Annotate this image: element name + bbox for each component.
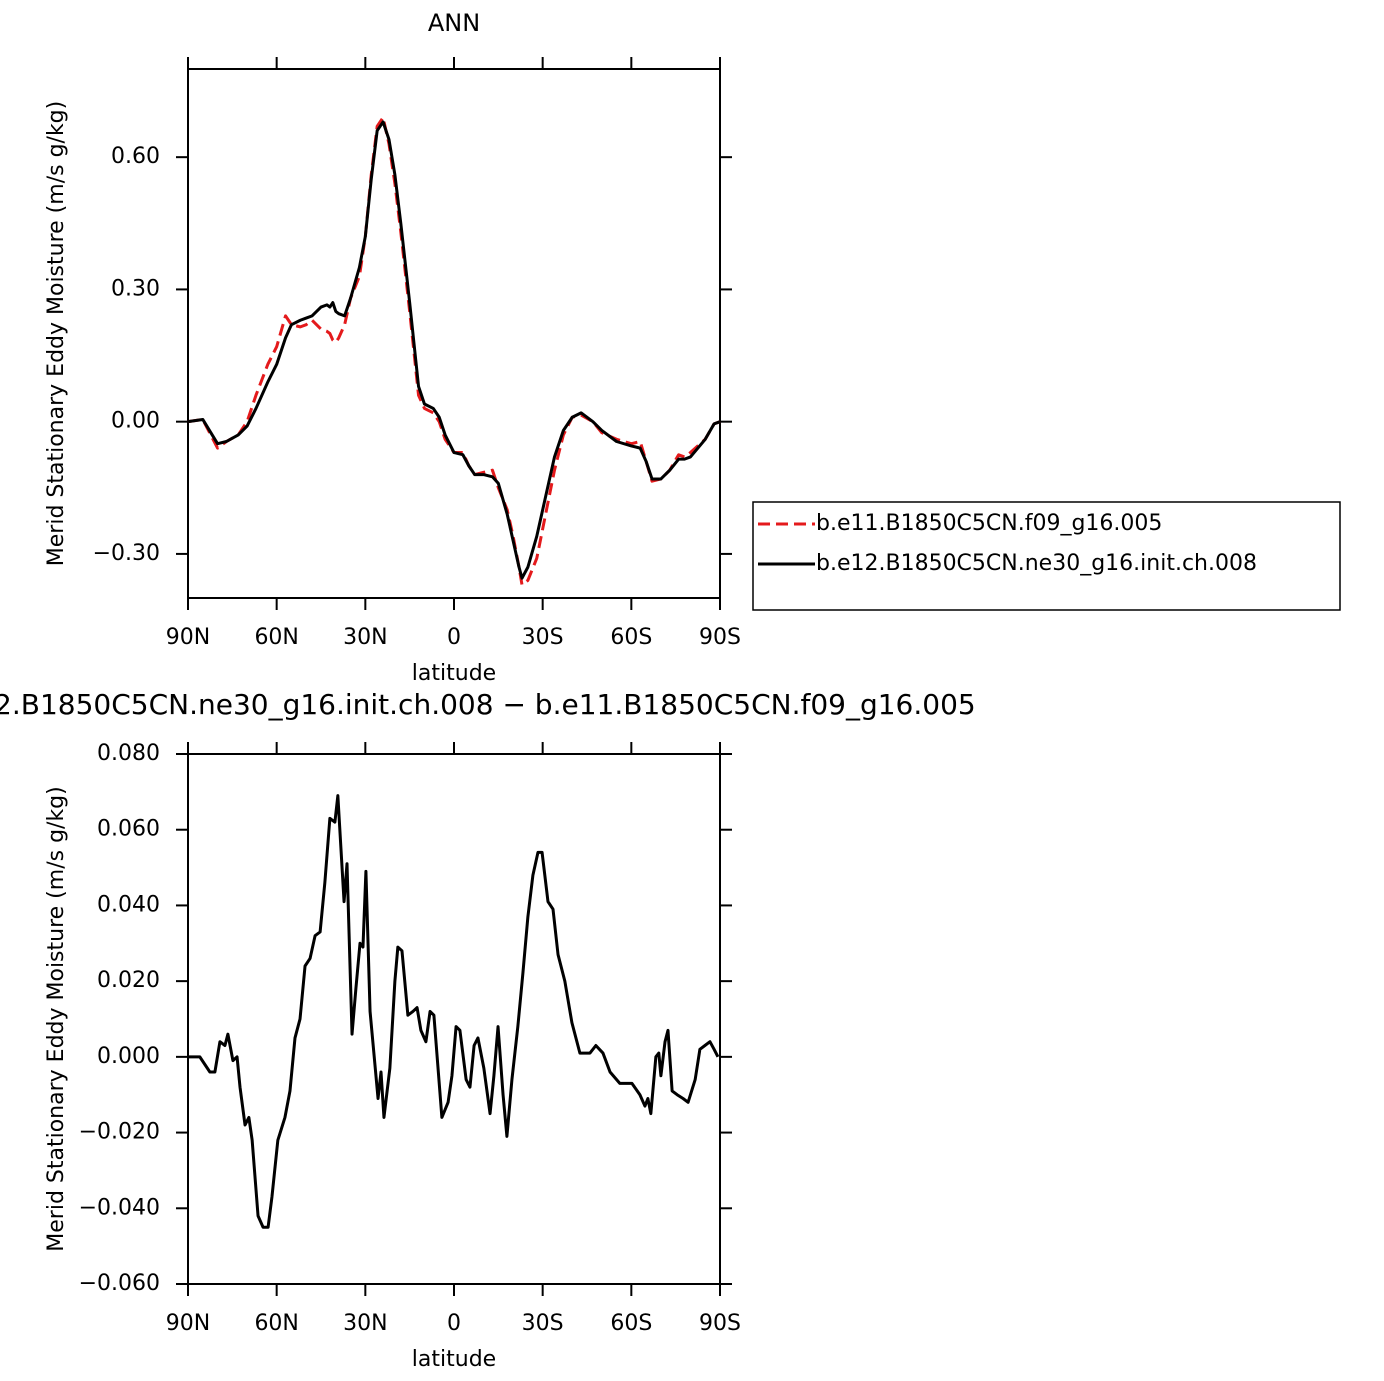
x-axis-label: latitude xyxy=(412,1347,496,1372)
y-tick-label: 0.040 xyxy=(97,892,160,917)
x-tick-label: 60N xyxy=(254,1311,298,1336)
x-tick-label: 60S xyxy=(610,1311,652,1336)
plot-frame xyxy=(187,753,721,1285)
plot-frame xyxy=(187,68,721,599)
x-tick-label: 0 xyxy=(447,625,461,650)
x-tick-label: 90S xyxy=(699,625,741,650)
y-tick-label: −0.020 xyxy=(79,1120,160,1145)
x-tick-label: 60N xyxy=(254,625,298,650)
x-tick-label: 30S xyxy=(522,625,564,650)
x-tick-label: 60S xyxy=(610,625,652,650)
y-tick-label: 0.30 xyxy=(111,276,160,301)
chart-title: b.e12.B1850C5CN.ne30_g16.init.ch.008 − b… xyxy=(0,688,976,721)
y-tick-label: −0.060 xyxy=(79,1271,160,1296)
x-tick-label: 30S xyxy=(522,1311,564,1336)
x-tick-label: 30N xyxy=(343,625,387,650)
y-tick-label: −0.040 xyxy=(79,1195,160,1220)
chart-title: ANN xyxy=(428,9,480,37)
y-tick-label: 0.60 xyxy=(111,144,160,169)
x-axis-label: latitude xyxy=(412,661,496,686)
x-tick-label: 90N xyxy=(166,1311,210,1336)
y-tick-label: 0.080 xyxy=(97,741,160,766)
legend-box xyxy=(752,501,1341,611)
data-line xyxy=(187,115,721,587)
y-axis-label: Merid Stationary Eddy Moisture (m/s g/kg… xyxy=(44,786,69,1251)
x-tick-label: 0 xyxy=(447,1311,461,1336)
y-tick-label: 0.00 xyxy=(111,409,160,434)
y-axis-label: Merid Stationary Eddy Moisture (m/s g/kg… xyxy=(44,101,69,566)
legend-label: b.e11.B1850C5CN.f09_g16.005 xyxy=(816,511,1162,536)
data-line xyxy=(188,794,720,1229)
x-tick-label: 90S xyxy=(699,1311,741,1336)
x-tick-label: 30N xyxy=(343,1311,387,1336)
y-tick-label: −0.30 xyxy=(93,541,160,566)
y-tick-label: 0.000 xyxy=(97,1044,160,1069)
y-tick-label: 0.020 xyxy=(97,968,160,993)
y-tick-label: 0.060 xyxy=(97,817,160,842)
x-tick-label: 90N xyxy=(166,625,210,650)
data-line xyxy=(187,120,721,580)
legend-label: b.e12.B1850C5CN.ne30_g16.init.ch.008 xyxy=(816,551,1257,576)
